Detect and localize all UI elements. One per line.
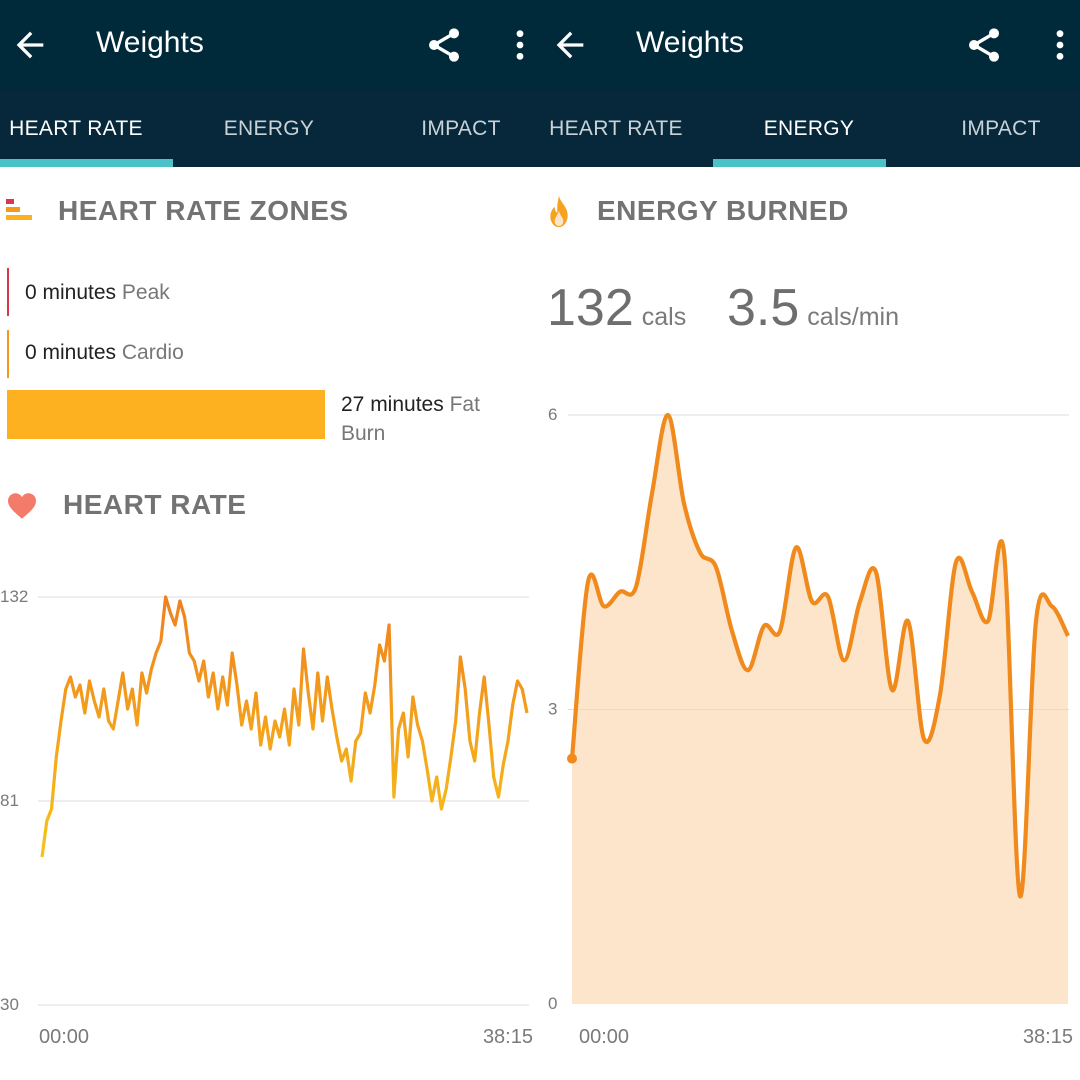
energy-screen: Weights HEART RATE ENERGY IMPACT ? ENERG…: [540, 0, 1080, 1080]
share-icon[interactable]: [964, 25, 1004, 65]
zones-bars-icon: [6, 199, 32, 220]
energy-chart: 6 3 0 00:00 38:15: [548, 405, 1073, 1048]
active-tab-indicator: [0, 159, 173, 167]
zone-row-peak: 0 minutes Peak: [25, 281, 170, 305]
arrow-back-icon[interactable]: [10, 25, 50, 65]
zone-label: Peak: [121, 281, 170, 304]
arrow-back-icon[interactable]: [550, 25, 590, 65]
app-bar: Weights: [540, 0, 1080, 90]
tab-bar: HEART RATE ENERGY IMPACT: [540, 90, 1080, 167]
tab-energy[interactable]: ENERGY: [223, 117, 315, 140]
y-tick-label: 6: [548, 405, 557, 424]
heart-rate-chart: 132 81 30 00:00 38:15: [0, 587, 533, 1048]
app-bar: Weights: [0, 0, 540, 90]
y-tick-label: 0: [548, 994, 557, 1013]
y-tick-label: 30: [0, 995, 19, 1014]
calorie-rate-unit: cals/min: [807, 303, 899, 331]
cardio-zone-line: [7, 330, 9, 378]
tab-heart-rate[interactable]: HEART RATE: [549, 117, 683, 140]
share-icon[interactable]: [424, 25, 464, 65]
peak-zone-line: [7, 268, 9, 316]
tab-impact[interactable]: IMPACT: [421, 117, 501, 140]
y-tick-label: 81: [0, 791, 19, 810]
flame-icon: [550, 195, 568, 228]
zone-value: 0 minutes: [25, 341, 117, 364]
heart-rate-screen: Weights HEART RATE ENERGY IMPACT HEART R…: [0, 0, 540, 1048]
fat-burn-bar: [7, 390, 325, 439]
heart-rate-line: [40, 595, 529, 858]
zone-label: Fat Burn: [341, 393, 480, 445]
x-start-label: 00:00: [579, 1026, 629, 1048]
energy-title: ENERGY BURNED: [597, 195, 849, 226]
x-end-label: 38:15: [483, 1026, 533, 1048]
calorie-rate-value: 3.5: [727, 279, 800, 337]
zone-label: Cardio: [121, 341, 184, 364]
more-vert-icon[interactable]: [506, 28, 534, 62]
zone-value: 27 minutes: [341, 393, 444, 416]
calorie-rate-stat: 3.5 cals/min: [727, 278, 899, 338]
zone-value: 0 minutes: [25, 281, 117, 304]
page-title: Weights: [636, 26, 744, 59]
energy-start-point: [567, 753, 577, 764]
zones-title: HEART RATE ZONES: [58, 195, 349, 226]
y-tick-label: 132: [0, 587, 28, 606]
tab-impact[interactable]: IMPACT: [961, 117, 1041, 140]
total-calories-stat: 132 cals: [547, 278, 686, 338]
y-tick-label: 3: [548, 700, 557, 719]
tab-energy[interactable]: ENERGY: [763, 117, 855, 140]
zone-row-fat-burn: 27 minutes Fat Burn: [341, 390, 521, 448]
active-tab-indicator: [713, 159, 886, 167]
more-vert-icon[interactable]: [1046, 28, 1074, 62]
x-end-label: 38:15: [1023, 1026, 1073, 1048]
x-start-label: 00:00: [39, 1026, 89, 1048]
heart-icon: [8, 493, 36, 519]
total-calories-value: 132: [547, 279, 634, 337]
tab-heart-rate[interactable]: HEART RATE: [9, 117, 143, 140]
energy-line: [569, 412, 1070, 899]
page-title: Weights: [96, 26, 204, 59]
zone-row-cardio: 0 minutes Cardio: [25, 341, 184, 365]
total-calories-unit: cals: [641, 303, 687, 331]
heart-rate-title: HEART RATE: [63, 489, 247, 520]
tab-bar: HEART RATE ENERGY IMPACT: [0, 90, 540, 167]
